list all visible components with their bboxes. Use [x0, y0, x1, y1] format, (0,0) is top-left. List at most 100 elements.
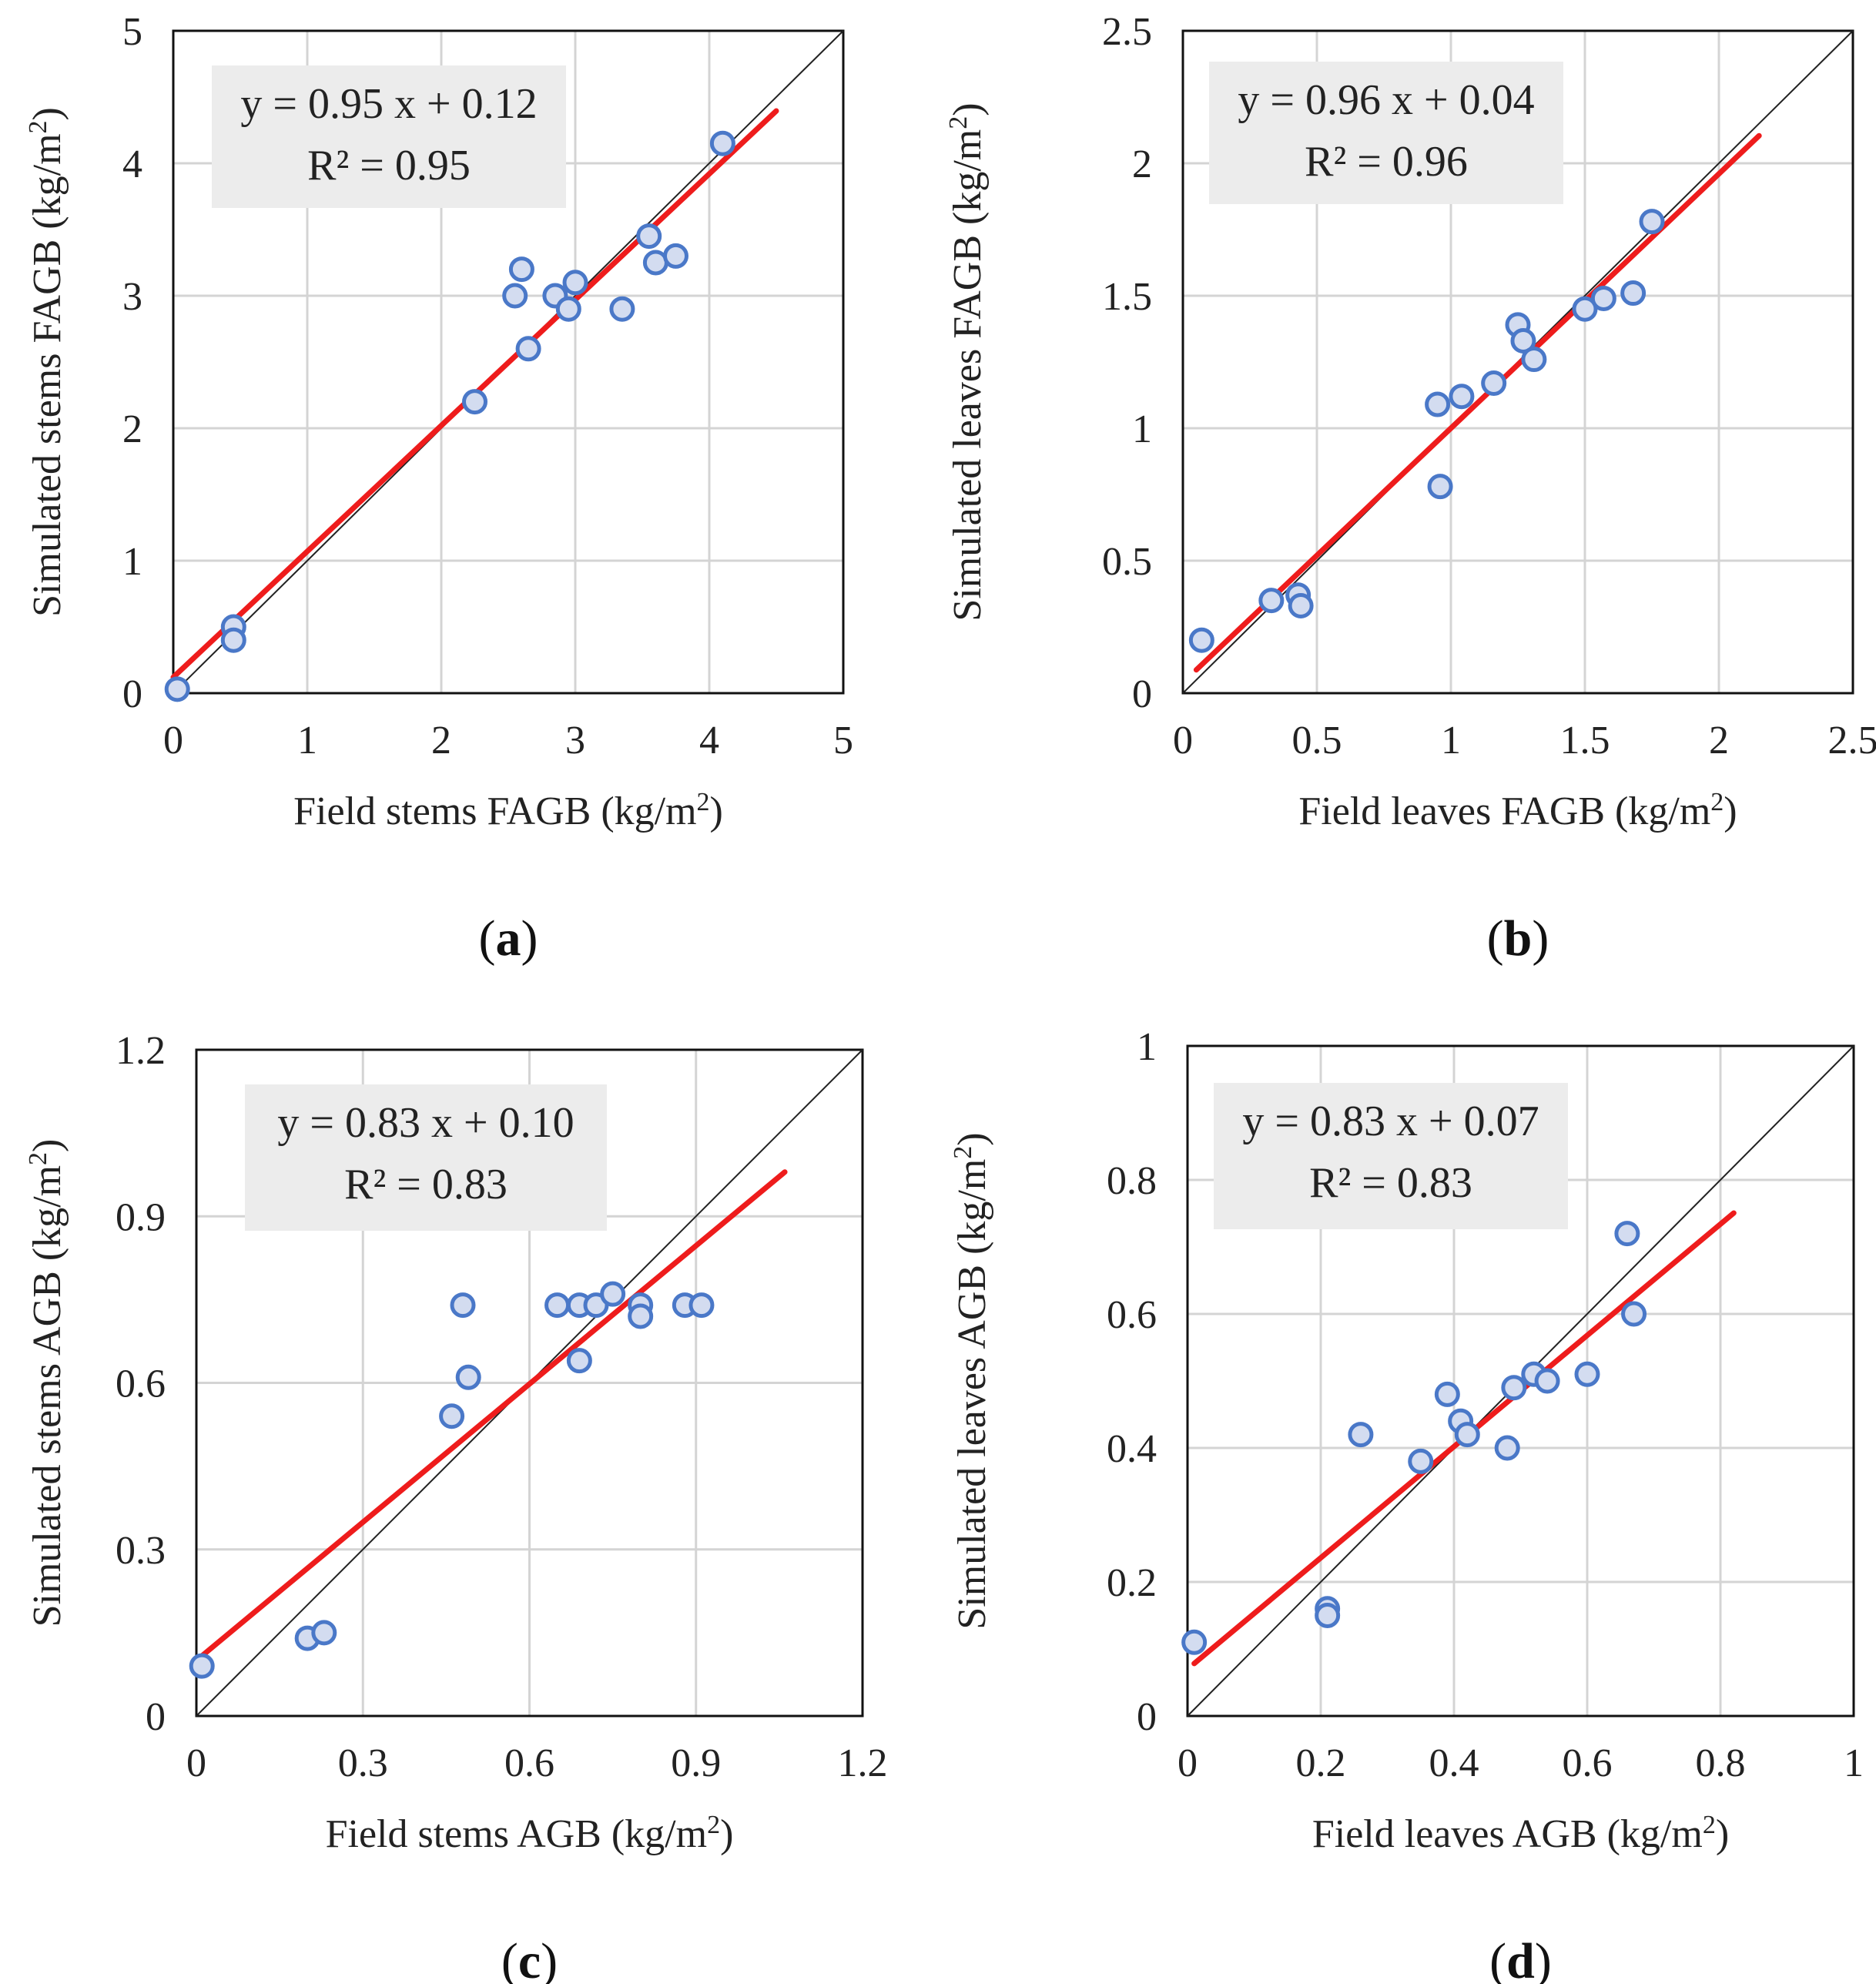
x-tick-label-d-5: 1: [1844, 1741, 1864, 1785]
data-point-b-9: [1510, 327, 1536, 354]
y-tick-label-b-4: 2: [1132, 142, 1152, 186]
data-point-d-7: [1454, 1422, 1480, 1448]
data-point-d-0: [1181, 1629, 1208, 1655]
data-point-c-5: [455, 1364, 481, 1390]
x-tick-label-d-2: 0.4: [1429, 1741, 1479, 1785]
y-tick-label-d-2: 0.4: [1107, 1427, 1157, 1471]
data-point-c-6: [544, 1292, 571, 1319]
data-point-b-4: [1425, 391, 1451, 417]
y-tick-label-c-2: 0.6: [116, 1362, 166, 1406]
x-tick-label-d-1: 0.2: [1296, 1741, 1346, 1785]
y-tick-label-a-0: 0: [122, 672, 142, 716]
x-axis-label-d: Field leaves AGB (kg/m2): [1312, 1811, 1729, 1857]
x-tick-label-c-1: 0.3: [338, 1741, 388, 1785]
data-point-d-14: [1621, 1301, 1647, 1327]
data-point-b-6: [1449, 384, 1475, 410]
equation-box-a: [212, 65, 566, 208]
data-point-d-9: [1501, 1375, 1527, 1401]
y-tick-label-a-1: 1: [122, 540, 142, 584]
x-axis-label-c: Field stems AGB (kg/m2): [326, 1811, 734, 1857]
x-tick-label-c-2: 0.6: [504, 1741, 554, 1785]
chart-d: y = 0.83 x + 0.07 R² = 0.83 0 0.2 0.4 0.6 0.8 1…: [949, 1025, 1864, 1984]
plot-frame-c: [195, 1048, 864, 1718]
chart-c: y = 0.83 x + 0.10 R² = 0.83 0 0.3 0.6 0.9 1.2 0…: [24, 1029, 888, 1984]
r2-text-d: R² = 0.83: [1309, 1159, 1472, 1207]
x-tick-label-b-4: 2: [1709, 719, 1729, 762]
data-point-d-13: [1614, 1221, 1640, 1247]
y-tick-label-c-3: 0.9: [116, 1195, 166, 1239]
panel-label-a: (a): [479, 910, 538, 967]
panel-d: y = 0.83 x + 0.07 R² = 0.83 0 0.2 0.4 0.6 0.8 1…: [938, 992, 1876, 1984]
y-tick-label-a-4: 4: [122, 142, 142, 186]
fit-line-b: [1193, 132, 1762, 673]
x-tick-label-a-0: 0: [163, 719, 183, 762]
panel-c: y = 0.83 x + 0.10 R² = 0.83 0 0.3 0.6 0.9 1.2 0…: [0, 992, 938, 1984]
x-axis-label-a: Field stems FAGB (kg/m2): [293, 788, 723, 834]
data-point-c-0: [189, 1653, 215, 1679]
data-point-a-6: [515, 336, 541, 362]
y-tick-label-d-0: 0: [1137, 1695, 1157, 1739]
x-tick-label-d-0: 0: [1178, 1741, 1198, 1785]
x-axis-label-b: Field leaves FAGB (kg/m2): [1298, 788, 1737, 834]
data-point-a-5: [508, 256, 534, 283]
panel-label-c: (c): [501, 1933, 558, 1984]
y-axis-label-a: Simulated stems FAGB (kg/m2): [24, 107, 70, 617]
plot-frame-a: [172, 29, 845, 695]
y-tick-label-b-2: 1: [1132, 407, 1152, 451]
data-point-b-1: [1258, 588, 1285, 614]
data-point-a-8: [555, 296, 581, 322]
r2-text-a: R² = 0.95: [307, 142, 471, 189]
x-tick-label-b-5: 2.5: [1828, 719, 1876, 762]
data-point-a-4: [502, 283, 528, 309]
x-tick-label-a-3: 3: [565, 719, 585, 762]
x-tick-label-d-4: 0.8: [1696, 1741, 1746, 1785]
y-tick-label-d-4: 0.8: [1107, 1159, 1157, 1203]
data-point-b-12: [1590, 285, 1616, 311]
r2-text-c: R² = 0.83: [344, 1161, 508, 1208]
data-point-d-11: [1534, 1368, 1560, 1394]
panel-label-b: (b): [1487, 910, 1549, 967]
equation-text-c: y = 0.83 x + 0.10: [277, 1099, 574, 1147]
data-point-c-10: [600, 1281, 626, 1307]
data-point-b-7: [1481, 370, 1507, 397]
x-tick-label-a-4: 4: [699, 719, 719, 762]
data-point-a-13: [663, 243, 688, 269]
equation-text-a: y = 0.95 x + 0.12: [240, 80, 537, 128]
y-tick-label-b-0: 0: [1132, 672, 1152, 716]
x-tick-label-a-2: 2: [431, 719, 451, 762]
y-tick-label-c-1: 0.3: [116, 1529, 166, 1573]
data-point-c-12: [628, 1303, 654, 1329]
y-tick-label-b-1: 0.5: [1102, 540, 1152, 584]
x-tick-label-c-3: 0.9: [671, 1741, 721, 1785]
y-axis-label-c: Simulated stems AGB (kg/m2): [24, 1139, 70, 1627]
plot-frame-d: [1186, 1044, 1855, 1718]
data-point-b-11: [1572, 296, 1598, 322]
x-tick-label-a-5: 5: [833, 719, 853, 762]
data-point-d-12: [1574, 1361, 1600, 1387]
x-tick-label-b-1: 0.5: [1292, 719, 1342, 762]
data-point-b-13: [1620, 280, 1647, 307]
y-tick-label-c-4: 1.2: [116, 1029, 166, 1073]
y-axis-label-b: Simulated leaves FAGB (kg/m2): [944, 102, 990, 621]
plot-frame-b: [1181, 29, 1854, 695]
data-point-d-5: [1434, 1381, 1460, 1407]
y-tick-label-d-1: 0.2: [1107, 1561, 1157, 1605]
data-point-c-4: [450, 1292, 476, 1319]
data-point-b-0: [1188, 627, 1214, 653]
data-point-d-8: [1494, 1435, 1520, 1461]
chart-a: y = 0.95 x + 0.12 R² = 0.95 0 1 2 3 4 5 0 1 2 3 4 5 Fi…: [24, 10, 854, 967]
y-tick-label-d-3: 0.6: [1107, 1293, 1157, 1337]
y-tick-label-b-3: 1.5: [1102, 275, 1152, 319]
y-tick-label-a-3: 3: [122, 275, 142, 319]
x-tick-label-d-3: 0.6: [1563, 1741, 1613, 1785]
y-tick-label-d-5: 1: [1137, 1025, 1157, 1069]
y-tick-label-c-0: 0: [146, 1695, 166, 1739]
panel-label-d: (d): [1489, 1933, 1552, 1984]
data-point-a-9: [562, 270, 588, 296]
data-point-a-2: [220, 627, 246, 653]
y-tick-label-a-2: 2: [122, 407, 142, 451]
panel-b: y = 0.96 x + 0.04 R² = 0.96 0 0.5 1 1.5 2 2.5 0 0…: [938, 0, 1876, 992]
data-point-d-3: [1348, 1422, 1374, 1448]
data-point-d-2: [1315, 1603, 1341, 1628]
data-point-c-3: [439, 1403, 465, 1429]
